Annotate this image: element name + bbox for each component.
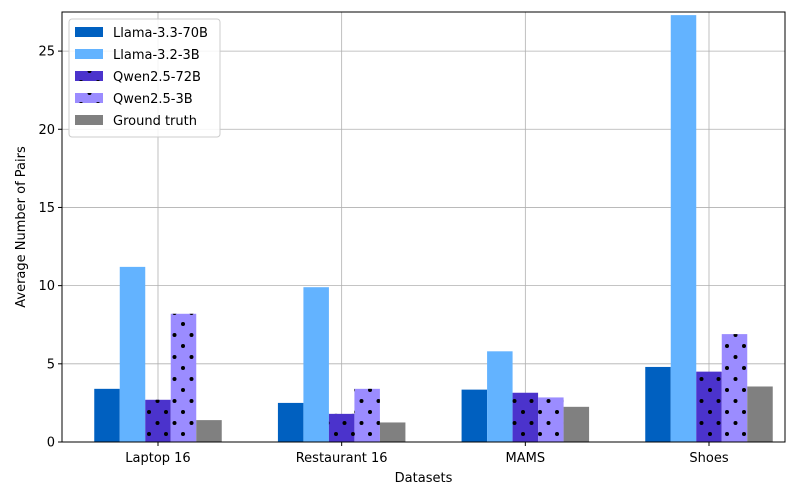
bar-hatch — [328, 413, 355, 442]
bar-llama-3-3-70b — [461, 389, 488, 442]
y-tick-label: 15 — [38, 201, 55, 216]
legend-label: Qwen2.5-72B — [113, 70, 201, 85]
x-tick-label: Shoes — [689, 451, 728, 466]
y-tick-label: 10 — [38, 279, 55, 294]
y-axis-label: Average Number of Pairs — [14, 146, 29, 308]
bars-layer — [94, 15, 773, 443]
legend-swatch-hatch — [75, 93, 103, 103]
bar-llama-3-3-70b — [645, 366, 671, 442]
legend: Llama-3.3-70B Llama-3.2-3B Qwen2.5-72B Qwen… — [68, 18, 221, 138]
legend-label: Llama-3.3-70B — [113, 26, 208, 41]
grid-layer — [62, 12, 785, 443]
legend-swatch — [75, 27, 103, 37]
legend-label: Ground truth — [113, 114, 197, 129]
axes-frame — [61, 11, 786, 443]
legend-label: Llama-3.2-3B — [113, 48, 200, 63]
x-tick-label: Restaurant 16 — [296, 451, 388, 466]
legend-swatch-hatch — [75, 71, 103, 81]
bar-llama-3-3-70b — [94, 388, 120, 442]
bar-ground-truth — [196, 420, 222, 442]
legend-box — [68, 18, 221, 138]
bar-ground-truth — [379, 422, 406, 442]
bar-ground-truth — [563, 406, 590, 442]
y-tick-label: 5 — [47, 357, 55, 372]
x-axis-label: Datasets — [395, 471, 453, 486]
bar-llama-3-2-3b — [670, 15, 697, 443]
bar-hatch — [354, 388, 380, 442]
bar-llama-3-2-3b — [487, 351, 513, 442]
bar-hatch — [696, 371, 722, 442]
bar-hatch — [145, 399, 171, 442]
ticks-layer: 0 5 10 15 20 25 Laptop 16 Restaurant 16 MAMS Shoe… — [38, 45, 728, 466]
bar-hatch — [170, 313, 197, 442]
y-tick-label: 20 — [38, 123, 55, 138]
bar-ground-truth — [747, 386, 773, 442]
bar-hatch — [538, 397, 564, 442]
bar-llama-3-3-70b — [277, 402, 304, 442]
x-tick-label: MAMS — [506, 451, 546, 466]
legend-label: Qwen2.5-3B — [113, 92, 193, 107]
y-tick-label: 25 — [38, 45, 55, 60]
bar-llama-3-2-3b — [119, 266, 146, 442]
legend-swatch — [75, 49, 103, 59]
bar-hatch — [721, 334, 748, 442]
legend-swatch — [75, 115, 103, 125]
bar-llama-3-2-3b — [303, 287, 329, 442]
y-tick-label: 0 — [47, 436, 55, 451]
bar-hatch — [512, 392, 539, 442]
x-tick-label: Laptop 16 — [125, 451, 190, 466]
